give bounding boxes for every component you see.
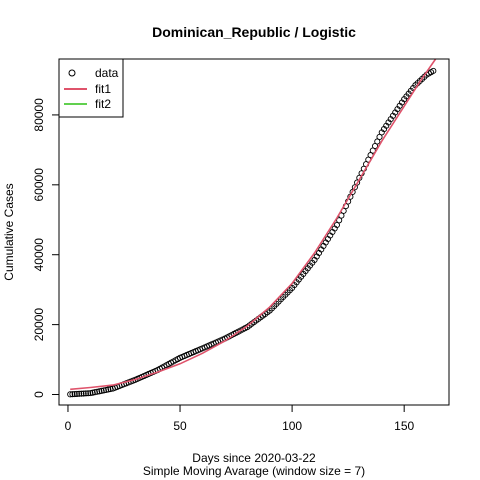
data-point (82, 390, 89, 397)
data-point (67, 391, 74, 398)
fit1-line (70, 58, 437, 391)
data-point (430, 67, 437, 74)
data-point (85, 390, 92, 397)
data-point (103, 386, 110, 393)
legend-label-fit1: fit1 (95, 82, 111, 96)
legend-label-fit2: fit2 (95, 97, 111, 111)
data-point (98, 387, 105, 394)
legend-label-data: data (95, 66, 119, 80)
data-point (94, 388, 101, 395)
data-point (336, 217, 343, 224)
data-point (76, 390, 83, 397)
data-point (87, 390, 94, 397)
data-point (100, 387, 107, 394)
data-point (349, 188, 356, 196)
y-tick-label: 80000 (32, 98, 46, 132)
x-tick-label: 50 (173, 419, 187, 433)
y-tick-label: 60000 (32, 168, 46, 202)
data-point (333, 221, 340, 229)
axes: 0 50 100 150 0 20000 40000 60000 80000 (32, 98, 415, 433)
data-point (71, 390, 78, 398)
y-tick-label: 20000 (32, 308, 46, 342)
data-points (67, 67, 437, 398)
y-tick-label: 40000 (32, 238, 46, 272)
data-point (80, 390, 87, 397)
y-tick-label: 0 (32, 391, 46, 398)
data-point (69, 391, 76, 398)
data-point (354, 179, 361, 186)
data-point (78, 390, 85, 397)
data-point (91, 389, 98, 396)
data-point (351, 184, 358, 191)
fit-lines (70, 58, 437, 391)
x-axis-sublabel: Simple Moving Avarage (window size = 7) (143, 464, 365, 478)
x-tick-label: 150 (394, 419, 414, 433)
x-tick-label: 100 (282, 419, 302, 433)
x-tick-label: 0 (65, 419, 72, 433)
data-point (89, 389, 96, 396)
data-point (96, 388, 103, 395)
chart-title: Dominican_Republic / Logistic (152, 24, 356, 40)
data-point (105, 386, 112, 393)
y-axis-label: Cumulative Cases (2, 183, 16, 280)
legend-data-marker (68, 69, 76, 77)
data-point (73, 390, 80, 397)
legend: data fit1 fit2 (58, 58, 124, 118)
x-axis-label: Days since 2020-03-22 (192, 451, 316, 465)
